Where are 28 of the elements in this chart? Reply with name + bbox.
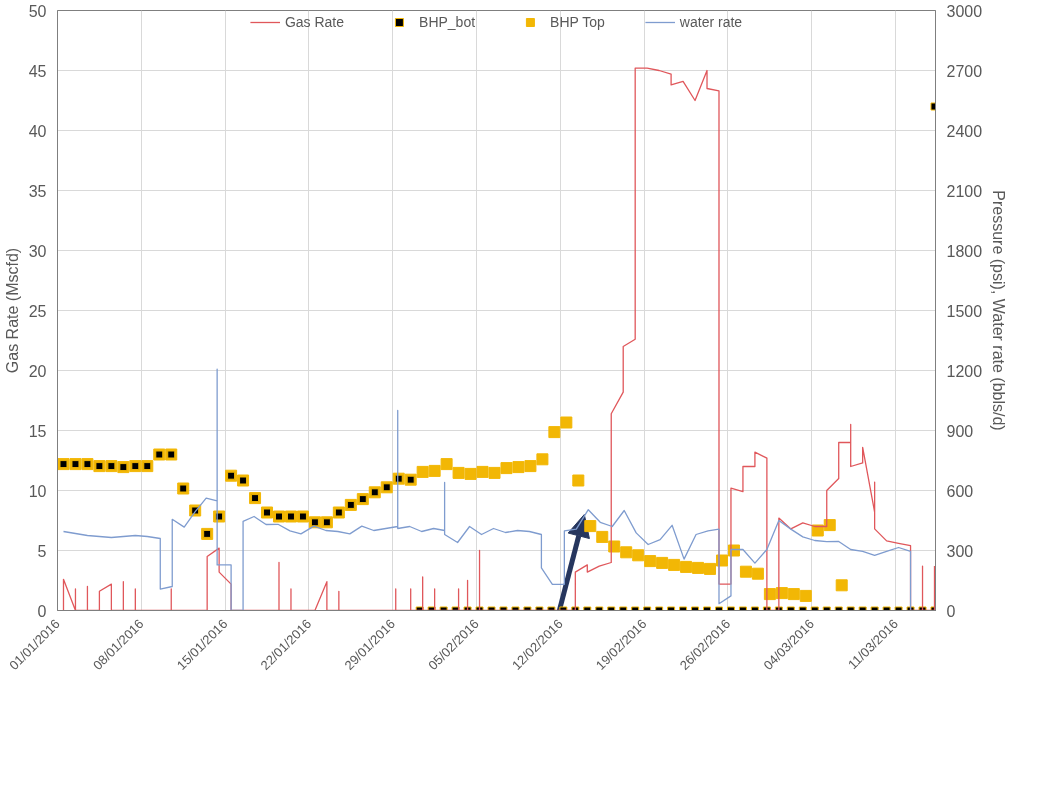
y-tick-label: 10 bbox=[28, 482, 47, 500]
y2-tick-label: 900 bbox=[946, 422, 974, 440]
y2-tick-label: 2400 bbox=[946, 122, 983, 140]
y2-tick-label: 2100 bbox=[946, 182, 983, 200]
legend-label: BHP Top bbox=[550, 14, 605, 30]
y2-tick-label: 600 bbox=[946, 482, 974, 500]
y-tick-label: 35 bbox=[28, 182, 47, 200]
legend-label: Gas Rate bbox=[284, 14, 345, 30]
y2-tick-label: 3000 bbox=[946, 2, 983, 20]
y-axis-title: Gas Rate (Mscfd) bbox=[3, 247, 21, 374]
y-tick-label: 20 bbox=[28, 362, 47, 380]
y-tick-label: 40 bbox=[28, 122, 47, 140]
y2-tick-label: 1200 bbox=[946, 362, 983, 380]
y2-axis-title: Pressure (psi), Water rate (bbls/d) bbox=[990, 190, 1008, 431]
y-tick-label: 25 bbox=[28, 302, 47, 320]
legend-label: BHP_bot bbox=[419, 14, 476, 30]
y2-tick-label: 300 bbox=[946, 542, 974, 560]
y2-tick-label: 1500 bbox=[946, 302, 983, 320]
y2-tick-label: 1800 bbox=[946, 242, 983, 260]
y-tick-label: 50 bbox=[28, 2, 47, 20]
y-tick-label: 30 bbox=[28, 242, 47, 260]
y-tick-label: 15 bbox=[28, 422, 47, 440]
y-tick-label: 45 bbox=[28, 62, 47, 80]
y2-tick-label: 0 bbox=[946, 602, 956, 620]
y-tick-label: 5 bbox=[37, 542, 47, 560]
y-tick-label: 0 bbox=[37, 602, 47, 620]
y2-tick-label: 2700 bbox=[946, 62, 983, 80]
legend-label: water rate bbox=[679, 14, 743, 30]
